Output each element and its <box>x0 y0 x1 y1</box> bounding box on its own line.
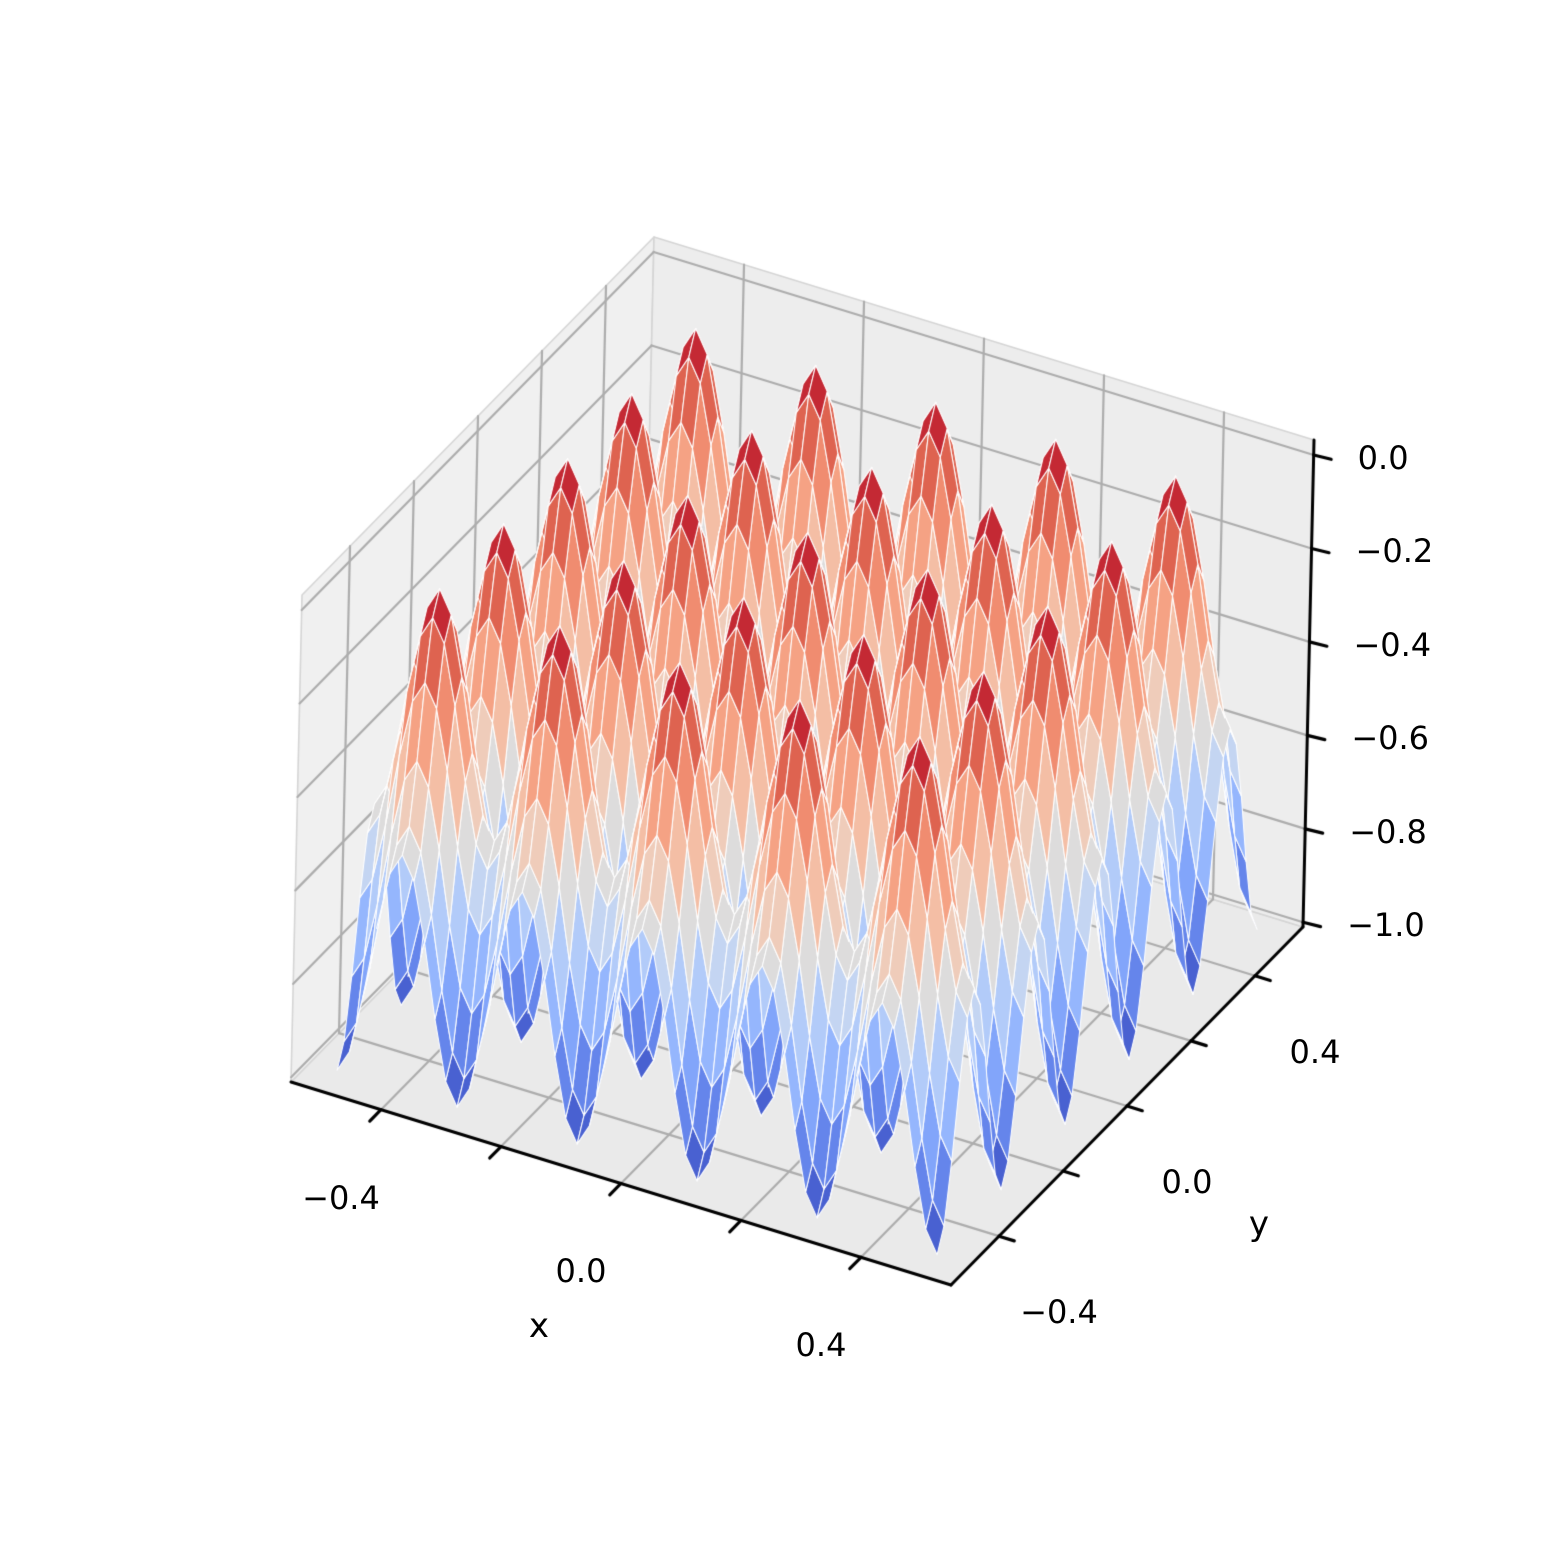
x-axis-label: x <box>528 1306 550 1347</box>
y-axis-label: y <box>1248 1203 1270 1244</box>
y-tick-label: 0.4 <box>1289 1032 1341 1071</box>
z-tick-label: −0.8 <box>1349 812 1427 851</box>
z-tick-label: −0.2 <box>1355 532 1434 571</box>
y-tick-label: −0.4 <box>1020 1293 1098 1332</box>
z-tick-label: −0.6 <box>1351 719 1430 758</box>
x-tick-label: 0.4 <box>795 1326 847 1365</box>
x-tick-label: 0.0 <box>555 1252 607 1291</box>
z-tick-label: −0.4 <box>1353 625 1432 664</box>
x-tick-label: −0.4 <box>302 1178 380 1217</box>
z-tick-label: 0.0 <box>1357 438 1409 477</box>
z-tick-label: −1.0 <box>1347 906 1425 945</box>
y-tick-label: 0.0 <box>1161 1162 1213 1201</box>
